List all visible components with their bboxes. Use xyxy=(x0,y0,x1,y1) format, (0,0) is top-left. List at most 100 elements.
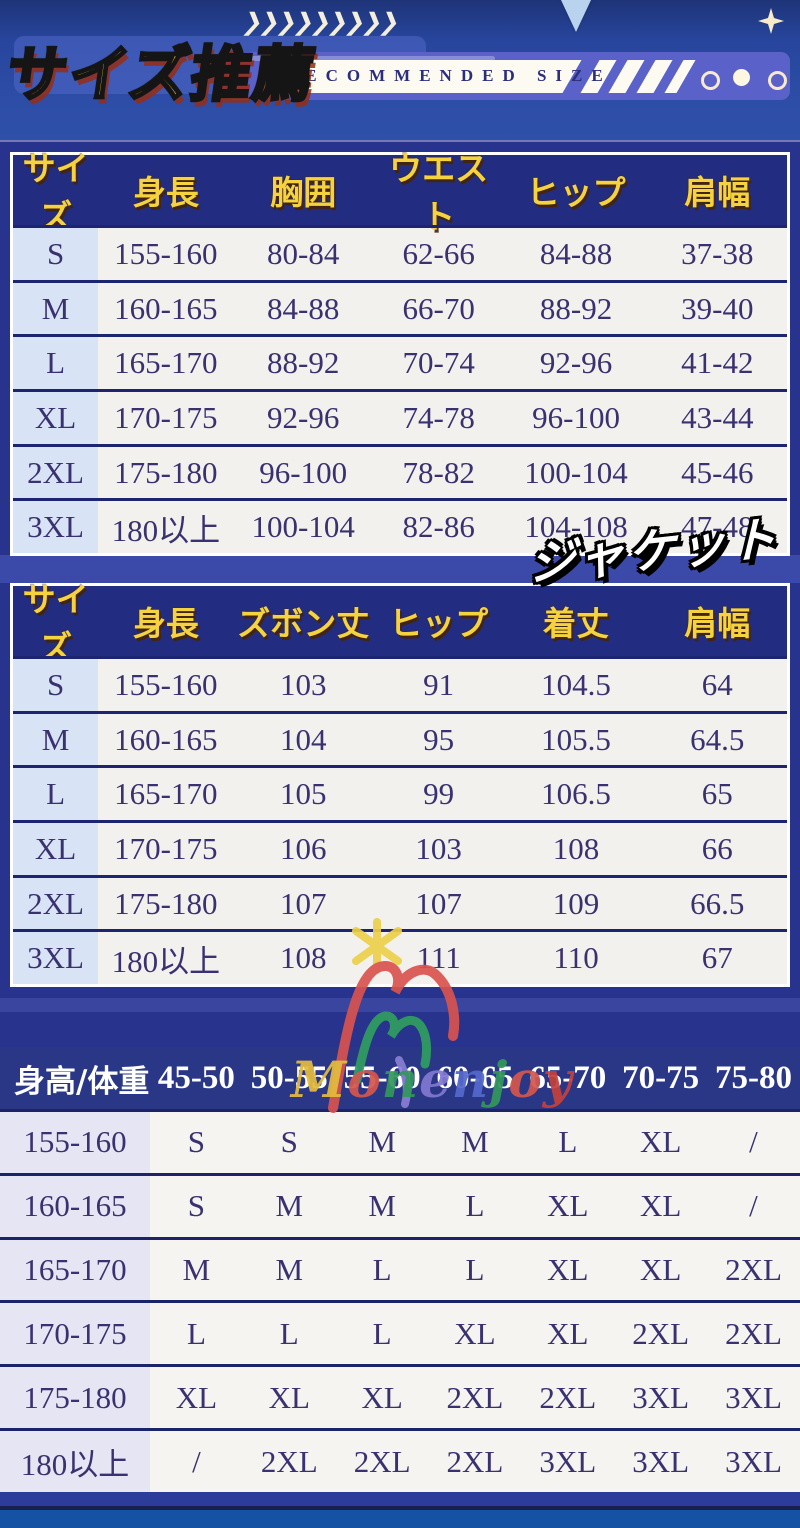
table-cell: 160-165 xyxy=(114,290,218,326)
table-row: 160-165 S M M L XL XL / xyxy=(0,1172,800,1237)
column-header: サイズ xyxy=(22,149,89,236)
sparkle-icon xyxy=(758,8,784,34)
table-row: 2XL 175-180 96-100 78-82 100-104 45-46 xyxy=(13,443,787,499)
row-label-cell: 160-165 xyxy=(0,1175,150,1237)
table-cell: L xyxy=(465,1252,485,1288)
table-cell: S xyxy=(187,1188,206,1224)
column-header: 50-55 xyxy=(250,1059,328,1096)
table-cell: 99 xyxy=(423,776,455,812)
table-cell: 155-160 xyxy=(114,666,218,702)
down-arrow-icon xyxy=(561,0,591,32)
table-cell: L xyxy=(372,1315,392,1351)
table-cell: 39-40 xyxy=(681,290,754,326)
footer-bar xyxy=(0,1492,800,1506)
table-cell: 91 xyxy=(423,666,455,702)
size-cell: 2XL xyxy=(13,446,99,499)
table-cell: 92-96 xyxy=(267,399,340,435)
table-cell: M xyxy=(368,1188,396,1224)
table-cell: XL xyxy=(639,1188,682,1224)
table-cell: 170-175 xyxy=(114,399,218,435)
table-row: 2XL 175-180 107 107 109 66.5 xyxy=(13,874,787,930)
table-cell: XL xyxy=(175,1379,218,1415)
table-cell: / xyxy=(192,1443,201,1479)
table-cell: 92-96 xyxy=(539,345,613,381)
size-cell: L xyxy=(13,768,99,821)
table-cell: 66 xyxy=(701,830,733,866)
column-header: 肩幅 xyxy=(684,173,751,212)
table-header-row: サイズ 身長 ズボン丈 ヒップ 着丈 肩幅 xyxy=(13,580,787,667)
table-cell: 66-70 xyxy=(402,290,475,326)
table-cell: 64.5 xyxy=(690,721,745,757)
size-cell: S xyxy=(13,659,99,711)
table-cell: S xyxy=(280,1124,298,1160)
height-weight-matrix-table: 身高/体重 45-50 50-55 55-60 60-65 65-70 70-7… xyxy=(0,1047,800,1492)
table-cell: 78-82 xyxy=(402,454,475,490)
table-row: L 165-170 105 99 106.5 65 xyxy=(13,765,787,821)
table-cell: 100-104 xyxy=(524,454,628,490)
table-cell: 107 xyxy=(415,885,462,921)
column-header: 着丈 xyxy=(543,604,610,643)
table-cell: 2XL xyxy=(446,1443,504,1479)
row-label-cell: 155-160 xyxy=(0,1112,150,1173)
table-cell: 47-48 xyxy=(681,509,754,545)
table-cell: 106 xyxy=(279,830,327,866)
row-label-cell: 180以上 xyxy=(0,1431,150,1492)
circle-outline-icon xyxy=(701,71,720,90)
table-cell: 180以上 xyxy=(111,512,221,548)
table-cell: 70-74 xyxy=(402,345,475,381)
table-cell: L xyxy=(186,1315,206,1351)
table-cell: L xyxy=(372,1252,392,1288)
table-cell: 180以上 xyxy=(111,943,221,979)
table-cell: M xyxy=(275,1188,304,1224)
jacket-size-table: サイズ 身長 ズボン丈 ヒップ 着丈 肩幅 S 155-160 103 91 1… xyxy=(10,580,790,987)
size-cell: 2XL xyxy=(13,877,99,930)
table-row: 180以上 / 2XL 2XL 2XL 3XL 3XL 3XL xyxy=(0,1428,800,1492)
column-header: 55-60 xyxy=(343,1059,421,1096)
table-cell: XL xyxy=(361,1379,403,1415)
table-cell: 160-165 xyxy=(114,721,218,757)
table-row: S 155-160 103 91 104.5 64 xyxy=(13,656,787,711)
table-cell: 88-92 xyxy=(267,345,340,381)
size-cell: XL xyxy=(13,392,99,444)
table-cell: 88-92 xyxy=(539,290,613,326)
table-header-row: サイズ 身長 胸囲 ウエスト ヒップ 肩幅 xyxy=(13,149,787,236)
table-row: L 165-170 88-92 70-74 92-96 41-42 xyxy=(13,334,787,390)
table-cell: 65 xyxy=(701,776,733,812)
table-cell: 37-38 xyxy=(681,235,754,271)
table-row: 3XL 180以上 108 111 110 67 xyxy=(13,929,787,985)
table-cell: 109 xyxy=(552,885,600,921)
column-header: 70-75 xyxy=(622,1059,700,1096)
table-cell: 3XL xyxy=(632,1379,690,1415)
table-cell: 106.5 xyxy=(541,776,611,812)
table-cell: M xyxy=(182,1252,211,1288)
table-cell: 3XL xyxy=(725,1443,782,1479)
page-title: サイズ推薦 xyxy=(1,39,322,112)
column-header: 肩幅 xyxy=(684,604,751,643)
table-cell: 170-175 xyxy=(114,830,218,866)
footer-divider xyxy=(0,1506,800,1510)
size-cell: XL xyxy=(13,823,99,875)
table-cell: 80-84 xyxy=(267,235,340,271)
table-cell: 103 xyxy=(279,666,327,702)
table-cell: XL xyxy=(547,1252,589,1288)
table-cell: 100-104 xyxy=(251,509,355,545)
circle-filled-icon xyxy=(733,69,750,86)
table-cell: / xyxy=(749,1124,758,1160)
table-cell: XL xyxy=(547,1315,589,1351)
table-row: 170-175 L L L XL XL 2XL 2XL xyxy=(0,1300,800,1365)
table-cell: 2XL xyxy=(632,1315,690,1351)
table-cell: 74-78 xyxy=(402,399,475,435)
table-cell: 66.5 xyxy=(690,885,745,921)
column-header: サイズ xyxy=(22,580,89,667)
table-cell: 2XL xyxy=(725,1252,782,1288)
table-cell: 2XL xyxy=(353,1443,411,1479)
divider-band xyxy=(0,998,800,1012)
table-cell: 2XL xyxy=(260,1443,318,1479)
table-row: S 155-160 80-84 62-66 84-88 37-38 xyxy=(13,225,787,280)
table-cell: 105.5 xyxy=(541,721,611,757)
table-cell: 64 xyxy=(701,666,733,702)
tops-size-table: サイズ 身長 胸囲 ウエスト ヒップ 肩幅 S 155-160 80-84 62… xyxy=(10,149,790,556)
table-cell: XL xyxy=(454,1315,496,1351)
table-cell: 45-46 xyxy=(681,454,754,490)
table-row: 175-180 XL XL XL 2XL 2XL 3XL 3XL xyxy=(0,1364,800,1429)
